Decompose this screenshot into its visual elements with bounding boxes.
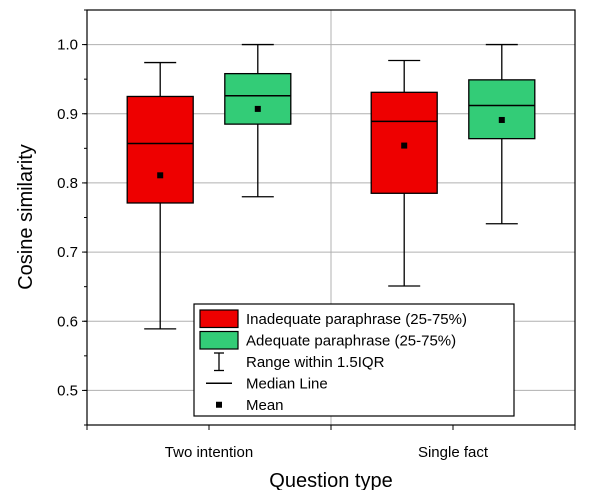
x-tick-label: Two intention bbox=[165, 444, 253, 461]
legend-label: Adequate paraphrase (25-75%) bbox=[246, 332, 456, 349]
legend-swatch bbox=[199, 309, 239, 329]
box-group bbox=[224, 43, 292, 198]
legend-label: Range within 1.5IQR bbox=[246, 354, 385, 371]
legend-item: Inadequate paraphrase (25-75%) bbox=[199, 309, 467, 329]
legend-swatch bbox=[199, 330, 239, 350]
legend-mean-marker bbox=[216, 401, 222, 408]
legend-item: Median Line bbox=[206, 375, 328, 392]
y-axis-title: Cosine similarity bbox=[15, 144, 37, 290]
y-tick-label: 0.5 bbox=[57, 382, 78, 399]
legend-label: Inadequate paraphrase (25-75%) bbox=[246, 311, 467, 328]
box-group bbox=[370, 59, 438, 287]
legend-item: Adequate paraphrase (25-75%) bbox=[199, 330, 456, 350]
legend-item: Mean bbox=[216, 397, 284, 414]
y-tick-label: 0.7 bbox=[57, 244, 78, 261]
box-group bbox=[126, 61, 194, 330]
y-tick-label: 0.8 bbox=[57, 175, 78, 192]
legend-item: Range within 1.5IQR bbox=[214, 352, 385, 372]
legend-label: Median Line bbox=[246, 375, 328, 392]
y-tick-label: 0.9 bbox=[57, 106, 78, 123]
box-group bbox=[468, 43, 536, 225]
y-axis: 0.5 0.6 0.7 0.8 0.9 1.0 bbox=[57, 9, 87, 426]
x-axis: Two intention Single fact bbox=[86, 425, 576, 461]
legend-label: Mean bbox=[246, 397, 284, 414]
iqr-box bbox=[224, 72, 292, 125]
y-tick-label: 1.0 bbox=[57, 37, 78, 54]
x-tick-label: Single fact bbox=[418, 444, 489, 461]
x-axis-title: Question type bbox=[269, 470, 392, 490]
y-tick-label: 0.6 bbox=[57, 313, 78, 330]
mean-marker bbox=[254, 105, 261, 112]
iqr-box bbox=[126, 95, 194, 204]
legend-frame bbox=[193, 303, 515, 417]
mean-marker bbox=[401, 142, 408, 149]
legend: Inadequate paraphrase (25-75%) Adequate p… bbox=[193, 303, 515, 417]
mean-marker bbox=[157, 172, 164, 179]
boxes bbox=[126, 43, 536, 330]
mean-marker bbox=[498, 116, 505, 123]
iqr-box bbox=[468, 79, 536, 140]
